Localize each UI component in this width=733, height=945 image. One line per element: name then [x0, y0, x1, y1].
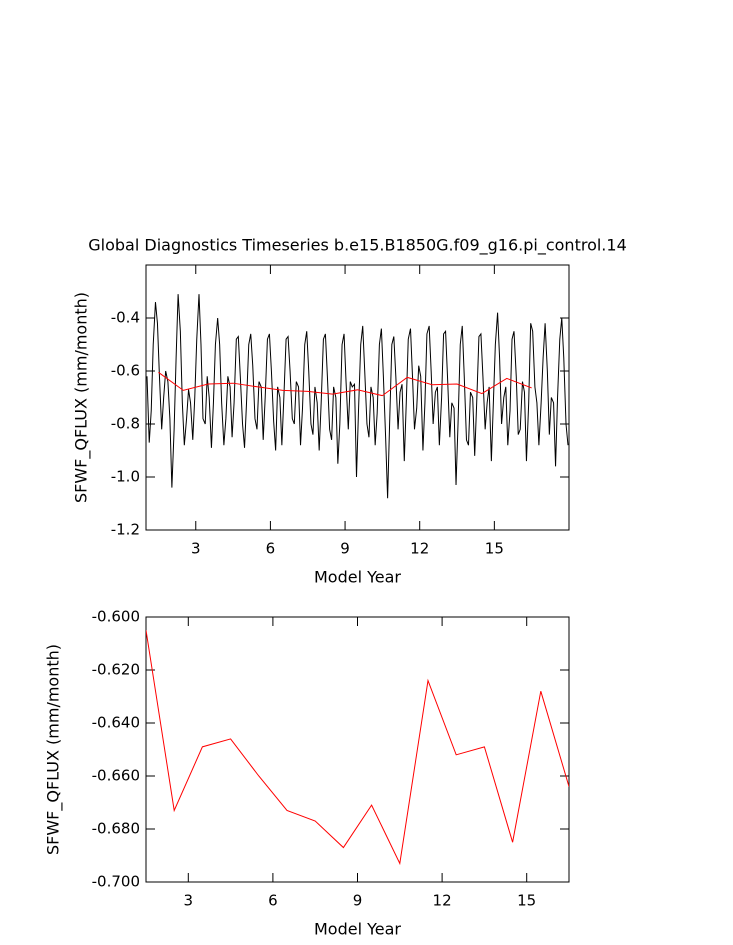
series-line — [146, 294, 569, 499]
y-tick-label: -0.4 — [111, 309, 140, 327]
y-tick-label: -0.660 — [92, 767, 140, 785]
x-tick-label: 6 — [266, 540, 276, 558]
chart-title: Global Diagnostics Timeseries b.e15.B185… — [88, 236, 627, 256]
x-tick-label: 12 — [410, 540, 429, 558]
y-tick-label: -0.640 — [92, 714, 140, 732]
x-axis-label: Model Year — [314, 920, 401, 939]
y-tick-label: -0.700 — [92, 873, 140, 891]
y-tick-label: -0.680 — [92, 820, 140, 838]
x-tick-label: 15 — [485, 540, 504, 558]
plot-frame — [145, 264, 570, 531]
x-tick-label: 9 — [353, 892, 363, 910]
x-tick-label: 3 — [191, 540, 201, 558]
series-line — [158, 371, 532, 397]
y-tick-label: -0.600 — [92, 608, 140, 626]
x-tick-label: 3 — [184, 892, 194, 910]
x-tick-label: 12 — [433, 892, 452, 910]
y-axis-label: SFWF_QFLUX (mm/month) — [72, 292, 92, 503]
y-axis-label: SFWF_QFLUX (mm/month) — [44, 644, 64, 855]
y-tick-label: -1.0 — [111, 468, 140, 486]
x-tick-label: 6 — [268, 892, 278, 910]
series-line — [146, 630, 569, 866]
y-tick-label: -0.620 — [92, 661, 140, 679]
y-tick-label: -0.6 — [111, 362, 140, 380]
x-tick-label: 9 — [340, 540, 350, 558]
x-axis-label: Model Year — [314, 568, 401, 587]
x-tick-label: 15 — [517, 892, 536, 910]
y-tick-label: -1.2 — [111, 521, 140, 539]
plot-frame — [145, 616, 570, 883]
y-tick-label: -0.8 — [111, 415, 140, 433]
